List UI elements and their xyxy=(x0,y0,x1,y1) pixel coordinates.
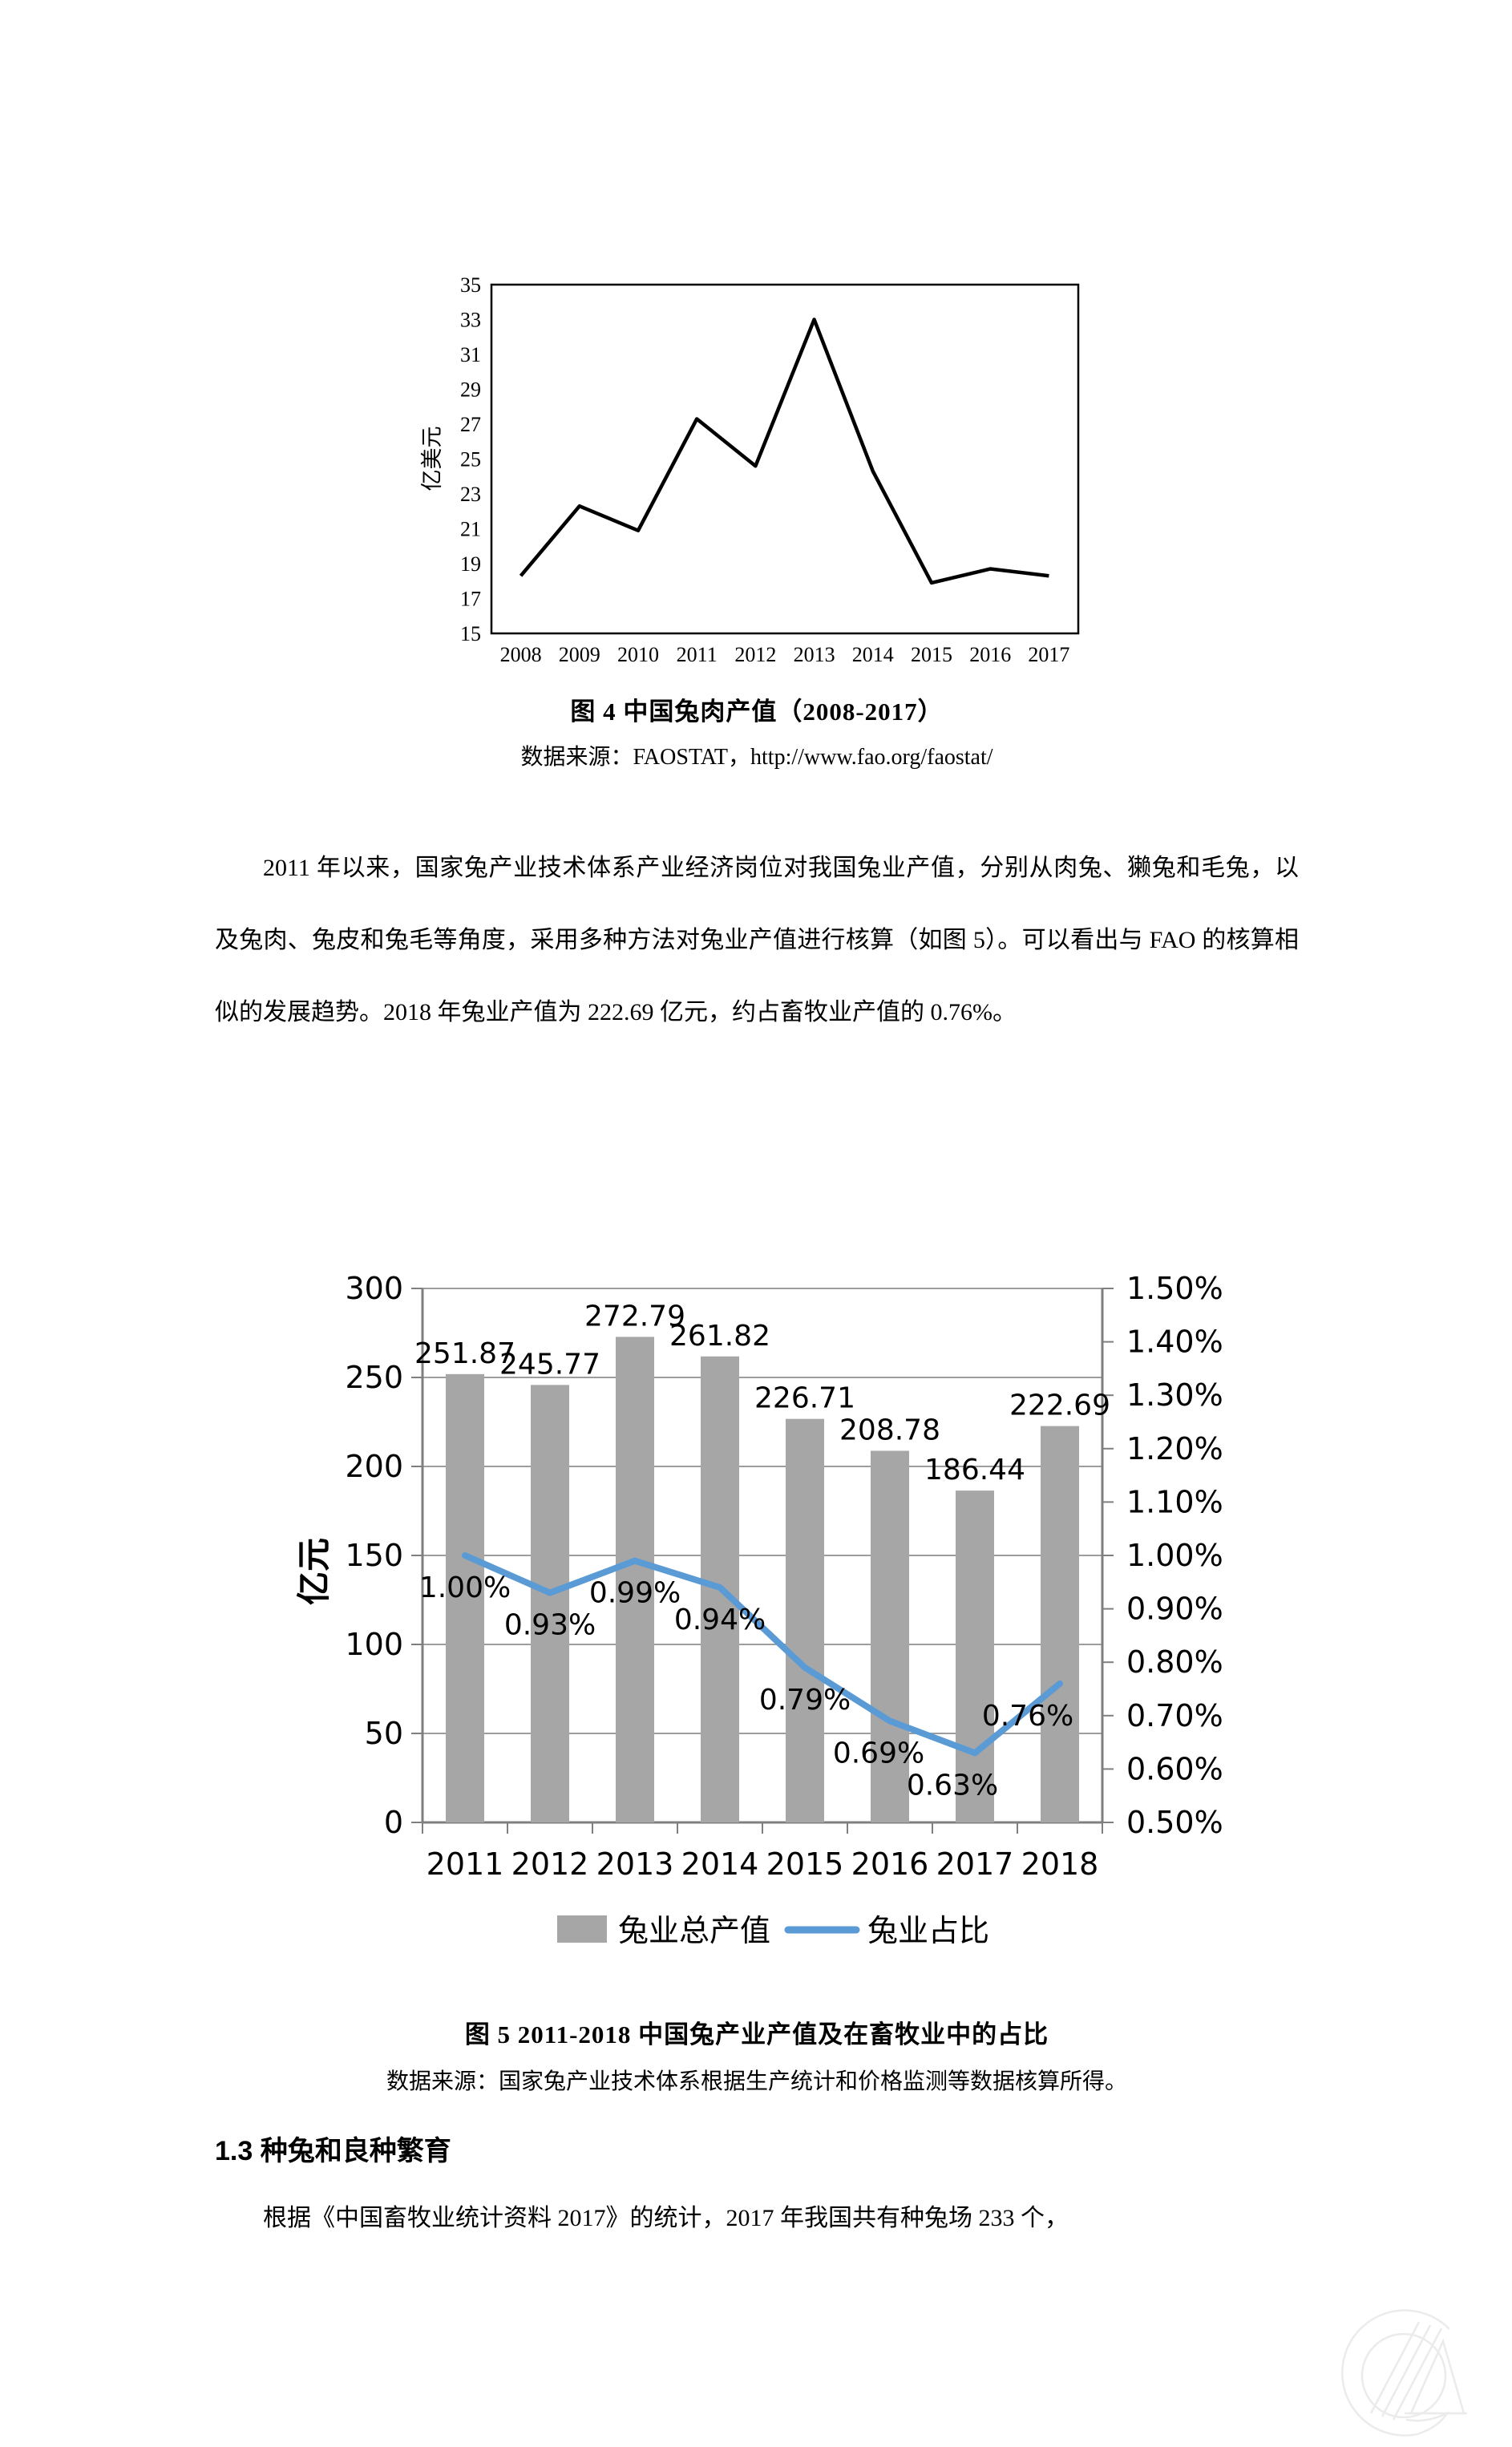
x-axis-tick-label: 2017 xyxy=(936,1846,1014,1882)
right-axis-tick-label: 0.80% xyxy=(1126,1644,1223,1680)
x-axis-tick-label: 2013 xyxy=(596,1846,674,1882)
legend-swatch-bar xyxy=(557,1915,607,1943)
bar xyxy=(871,1450,909,1822)
y-axis-tick-label: 15 xyxy=(460,622,481,645)
x-axis-tick-label: 2015 xyxy=(766,1846,844,1882)
x-axis-tick-label: 2015 xyxy=(911,643,952,666)
figure5-combo-chart: 0 50 100 150 200 250 300 0.50% 0.60% 0.70% 0.80% 0.… xyxy=(281,1251,1283,1980)
y-axis-tick-label: 21 xyxy=(460,518,481,541)
body-paragraph-1: 2011 年以来，国家兔产业技术体系产业经济岗位对我国兔业产值，分别从肉兔、獭兔… xyxy=(215,855,1299,1025)
figure4-caption: 图 4 中国兔肉产值（2008-2017） xyxy=(570,698,944,726)
percent-value-label: 0.63% xyxy=(907,1769,998,1802)
section-heading: 1.3 种兔和良种繁育 xyxy=(215,2136,451,2166)
bar xyxy=(1041,1426,1079,1822)
bar-value-label: 261.82 xyxy=(669,1320,770,1353)
x-axis-tick-label: 2013 xyxy=(794,643,835,666)
figure5-chart-canvas: 0 50 100 150 200 250 300 0.50% 0.60% 0.70% 0.80% 0.… xyxy=(294,1271,1223,1948)
y-axis-tick-label: 25 xyxy=(460,448,481,471)
percent-value-label: 1.00% xyxy=(419,1571,511,1604)
bar-value-label: 186.44 xyxy=(924,1454,1025,1486)
y-axis-tick-label: 29 xyxy=(460,378,481,402)
x-axis-tick-label: 2008 xyxy=(500,643,542,666)
bar xyxy=(446,1373,484,1822)
x-axis-tick-label: 2012 xyxy=(734,643,776,666)
y-axis-tick-label: 23 xyxy=(460,483,481,506)
percent-value-label: 0.93% xyxy=(504,1609,596,1642)
right-axis-tick-label: 0.90% xyxy=(1126,1592,1223,1627)
x-axis-tick-label: 2009 xyxy=(559,643,600,666)
data-line-series xyxy=(519,318,1049,585)
bar-value-label: 251.87 xyxy=(414,1337,515,1370)
x-axis-tick-label: 2018 xyxy=(1021,1846,1099,1882)
y-axis-title: 亿美元 xyxy=(420,427,444,491)
bar xyxy=(956,1490,994,1822)
x-axis-tick-label: 2011 xyxy=(677,643,718,666)
percent-value-label: 0.69% xyxy=(833,1737,924,1770)
legend-label-line: 兔业占比 xyxy=(867,1915,989,1948)
y-axis-tick-label: 31 xyxy=(460,343,481,366)
y-axis-tick-label: 33 xyxy=(460,309,481,332)
left-axis-tick-label: 200 xyxy=(345,1449,403,1484)
x-axis-tick-label: 2016 xyxy=(851,1846,929,1882)
percent-value-label: 0.76% xyxy=(982,1700,1073,1733)
x-axis-tick-label: 2014 xyxy=(852,643,894,666)
right-axis-tick-label: 1.20% xyxy=(1126,1431,1223,1466)
right-axis-tick-label: 1.40% xyxy=(1126,1325,1223,1360)
figure4-chart-canvas: 15 17 19 21 23 25 27 29 31 33 35 亿美元 2008 2009 2010 201… xyxy=(420,273,1080,666)
y-axis-tick-label: 17 xyxy=(460,588,481,611)
left-axis-tick-label: 300 xyxy=(345,1271,403,1306)
percent-value-label: 0.79% xyxy=(759,1684,851,1717)
x-axis-tick-label: 2017 xyxy=(1028,643,1069,666)
x-axis-tick-label: 2016 xyxy=(969,643,1011,666)
bar xyxy=(786,1418,824,1822)
right-axis-tick-label: 0.60% xyxy=(1126,1751,1223,1786)
plot-border xyxy=(490,283,1080,635)
percent-value-label: 0.94% xyxy=(674,1604,766,1636)
figure5-caption: 图 5 2011-2018 中国兔产业产值及在畜牧业中的占比 xyxy=(464,2020,1049,2049)
watermark-logo-icon xyxy=(1321,2291,1482,2447)
x-axis-tick-label: 2011 xyxy=(427,1846,504,1882)
figure5-source: 数据来源：国家兔产业技术体系根据生产统计和价格监测等数据核算所得。 xyxy=(386,2069,1127,2094)
bar xyxy=(616,1337,654,1822)
left-axis-tick-label: 0 xyxy=(384,1805,403,1840)
figure4-line-chart: 15 17 19 21 23 25 27 29 31 33 35 亿美元 2008 2009 2010 201… xyxy=(401,241,1122,690)
percent-line-series xyxy=(462,1552,1063,1757)
left-axis-tick-label: 100 xyxy=(345,1627,403,1662)
right-axis-tick-label: 0.70% xyxy=(1126,1698,1223,1733)
right-axis-tick-label: 1.30% xyxy=(1126,1377,1223,1413)
legend-label-bar: 兔业总产值 xyxy=(618,1915,770,1948)
left-axis-title: 亿元 xyxy=(294,1538,334,1605)
bar-value-label: 226.71 xyxy=(754,1382,855,1415)
figure4-source: 数据来源：FAOSTAT，http://www.fao.org/faostat/ xyxy=(520,745,993,770)
bar-value-label: 245.77 xyxy=(499,1348,600,1381)
body-paragraph-2: 根据《中国畜牧业统计资料 2017》的统计，2017 年我国共有种兔场 233 … xyxy=(263,2205,1069,2231)
percent-value-label: 0.99% xyxy=(589,1577,681,1610)
y-axis-tick-label: 19 xyxy=(460,552,481,576)
right-axis-tick-label: 1.00% xyxy=(1126,1538,1223,1573)
right-axis-tick-label: 1.10% xyxy=(1126,1484,1223,1519)
left-axis-tick-label: 50 xyxy=(365,1716,403,1751)
left-axis-tick-label: 250 xyxy=(345,1360,403,1395)
bar xyxy=(531,1385,569,1822)
y-axis-tick-label: 35 xyxy=(460,273,481,297)
right-axis-tick-label: 1.50% xyxy=(1126,1271,1223,1306)
right-axis-tick-label: 0.50% xyxy=(1126,1805,1223,1840)
x-axis-tick-label: 2014 xyxy=(681,1846,759,1882)
x-axis-tick-label: 2012 xyxy=(511,1846,589,1882)
x-axis-tick-label: 2010 xyxy=(617,643,659,666)
bar-value-label: 272.79 xyxy=(584,1300,685,1333)
left-axis-tick-label: 150 xyxy=(345,1538,403,1573)
y-axis-tick-label: 27 xyxy=(460,413,481,436)
bar-value-label: 208.78 xyxy=(839,1414,940,1447)
bar-value-label: 222.69 xyxy=(1009,1389,1110,1422)
